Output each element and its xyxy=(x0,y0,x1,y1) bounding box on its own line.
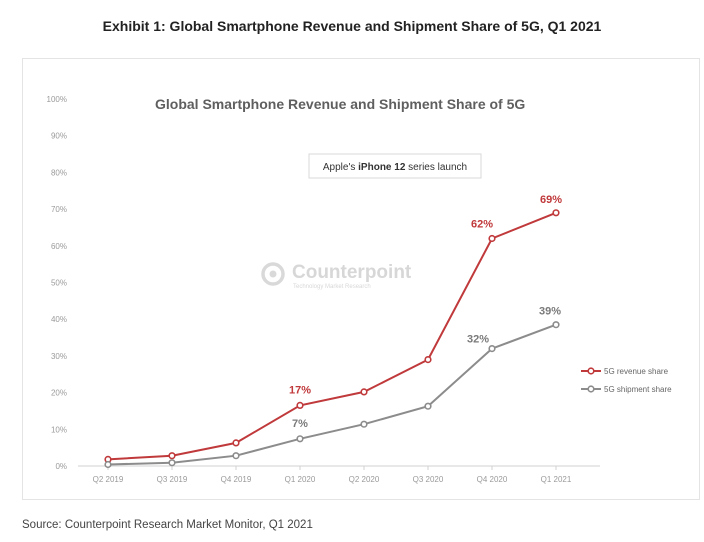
x-tick-label: Q4 2019 xyxy=(221,475,252,484)
x-axis: Q2 2019 Q3 2019 Q4 2019 Q1 2020 Q2 2020 Q3 20… xyxy=(78,465,600,484)
legend-swatch-marker xyxy=(587,367,595,375)
counterpoint-watermark: Counterpoint Technology Market Research xyxy=(261,262,412,290)
y-tick-label: 50% xyxy=(51,279,67,288)
revenue-series-line xyxy=(107,211,557,461)
y-axis: 0% 10% 20% 30% 40% 50% 60% 70% 80% 90% 100% xyxy=(47,95,67,471)
shipment-data-label: 39% xyxy=(539,306,561,318)
y-tick-label: 60% xyxy=(51,242,67,251)
watermark-tagline: Technology Market Research xyxy=(293,284,371,290)
x-tick-label: Q3 2019 xyxy=(157,475,188,484)
y-tick-label: 90% xyxy=(51,132,67,141)
shipment-point xyxy=(552,321,560,329)
legend-label: 5G shipment share xyxy=(604,385,672,394)
series-layer xyxy=(104,209,560,469)
y-tick-label: 30% xyxy=(51,352,67,361)
callout-suffix: series launch xyxy=(405,162,467,173)
revenue-point xyxy=(552,209,560,217)
shipment-point xyxy=(360,420,368,428)
callout-text: Apple's iPhone 12 series launch xyxy=(323,162,467,173)
shipment-point xyxy=(296,435,304,443)
shipment-data-label: 7% xyxy=(292,418,308,430)
source-note: Source: Counterpoint Research Market Mon… xyxy=(22,519,313,531)
shipment-point xyxy=(104,460,112,469)
y-tick-label: 10% xyxy=(51,425,67,434)
legend-swatch-marker xyxy=(587,385,595,393)
y-tick-label: 20% xyxy=(51,389,67,398)
x-tick-label: Q2 2020 xyxy=(349,475,380,484)
x-tick-label: Q1 2021 xyxy=(541,475,572,484)
revenue-point xyxy=(360,388,368,396)
callout-bold: iPhone 12 xyxy=(358,162,406,173)
shipment-point xyxy=(488,345,496,353)
revenue-data-label: 69% xyxy=(540,194,562,206)
shipment-point xyxy=(168,459,176,467)
shipment-data-label: 32% xyxy=(467,334,489,346)
counterpoint-logo-icon xyxy=(261,262,285,286)
y-tick-label: 70% xyxy=(51,205,67,214)
revenue-point xyxy=(424,356,432,364)
shipment-series-line xyxy=(107,323,557,466)
x-tick-label: Q1 2020 xyxy=(285,475,316,484)
shipment-point xyxy=(424,402,432,410)
revenue-data-label: 17% xyxy=(289,384,311,396)
x-tick-label: Q2 2019 xyxy=(93,475,124,484)
callout-box: Apple's iPhone 12 series launch xyxy=(308,153,482,179)
watermark-name: Counterpoint xyxy=(292,262,412,283)
chart-title: Global Smartphone Revenue and Shipment S… xyxy=(155,96,525,112)
data-labels: 17% 62% 69% 7% 32% 39% xyxy=(289,194,562,430)
revenue-data-label: 62% xyxy=(471,218,493,230)
y-tick-label: 0% xyxy=(55,462,67,471)
x-tick-label: Q4 2020 xyxy=(477,475,508,484)
counterpoint-logo-dot xyxy=(269,270,277,278)
callout-prefix: Apple's xyxy=(323,162,358,173)
callout-border xyxy=(308,153,482,179)
y-tick-label: 100% xyxy=(47,95,67,104)
x-tick-label: Q3 2020 xyxy=(413,475,444,484)
y-tick-label: 40% xyxy=(51,315,67,324)
revenue-point xyxy=(168,452,176,460)
revenue-point xyxy=(232,439,240,447)
revenue-point xyxy=(488,234,496,243)
legend: 5G revenue share 5G shipment share xyxy=(581,367,672,394)
exhibit-title: Exhibit 1: Global Smartphone Revenue and… xyxy=(102,18,602,34)
y-tick-label: 80% xyxy=(51,168,67,177)
revenue-point xyxy=(296,401,304,410)
legend-label: 5G revenue share xyxy=(604,367,669,376)
shipment-point xyxy=(232,452,240,460)
chart-frame xyxy=(22,58,700,500)
